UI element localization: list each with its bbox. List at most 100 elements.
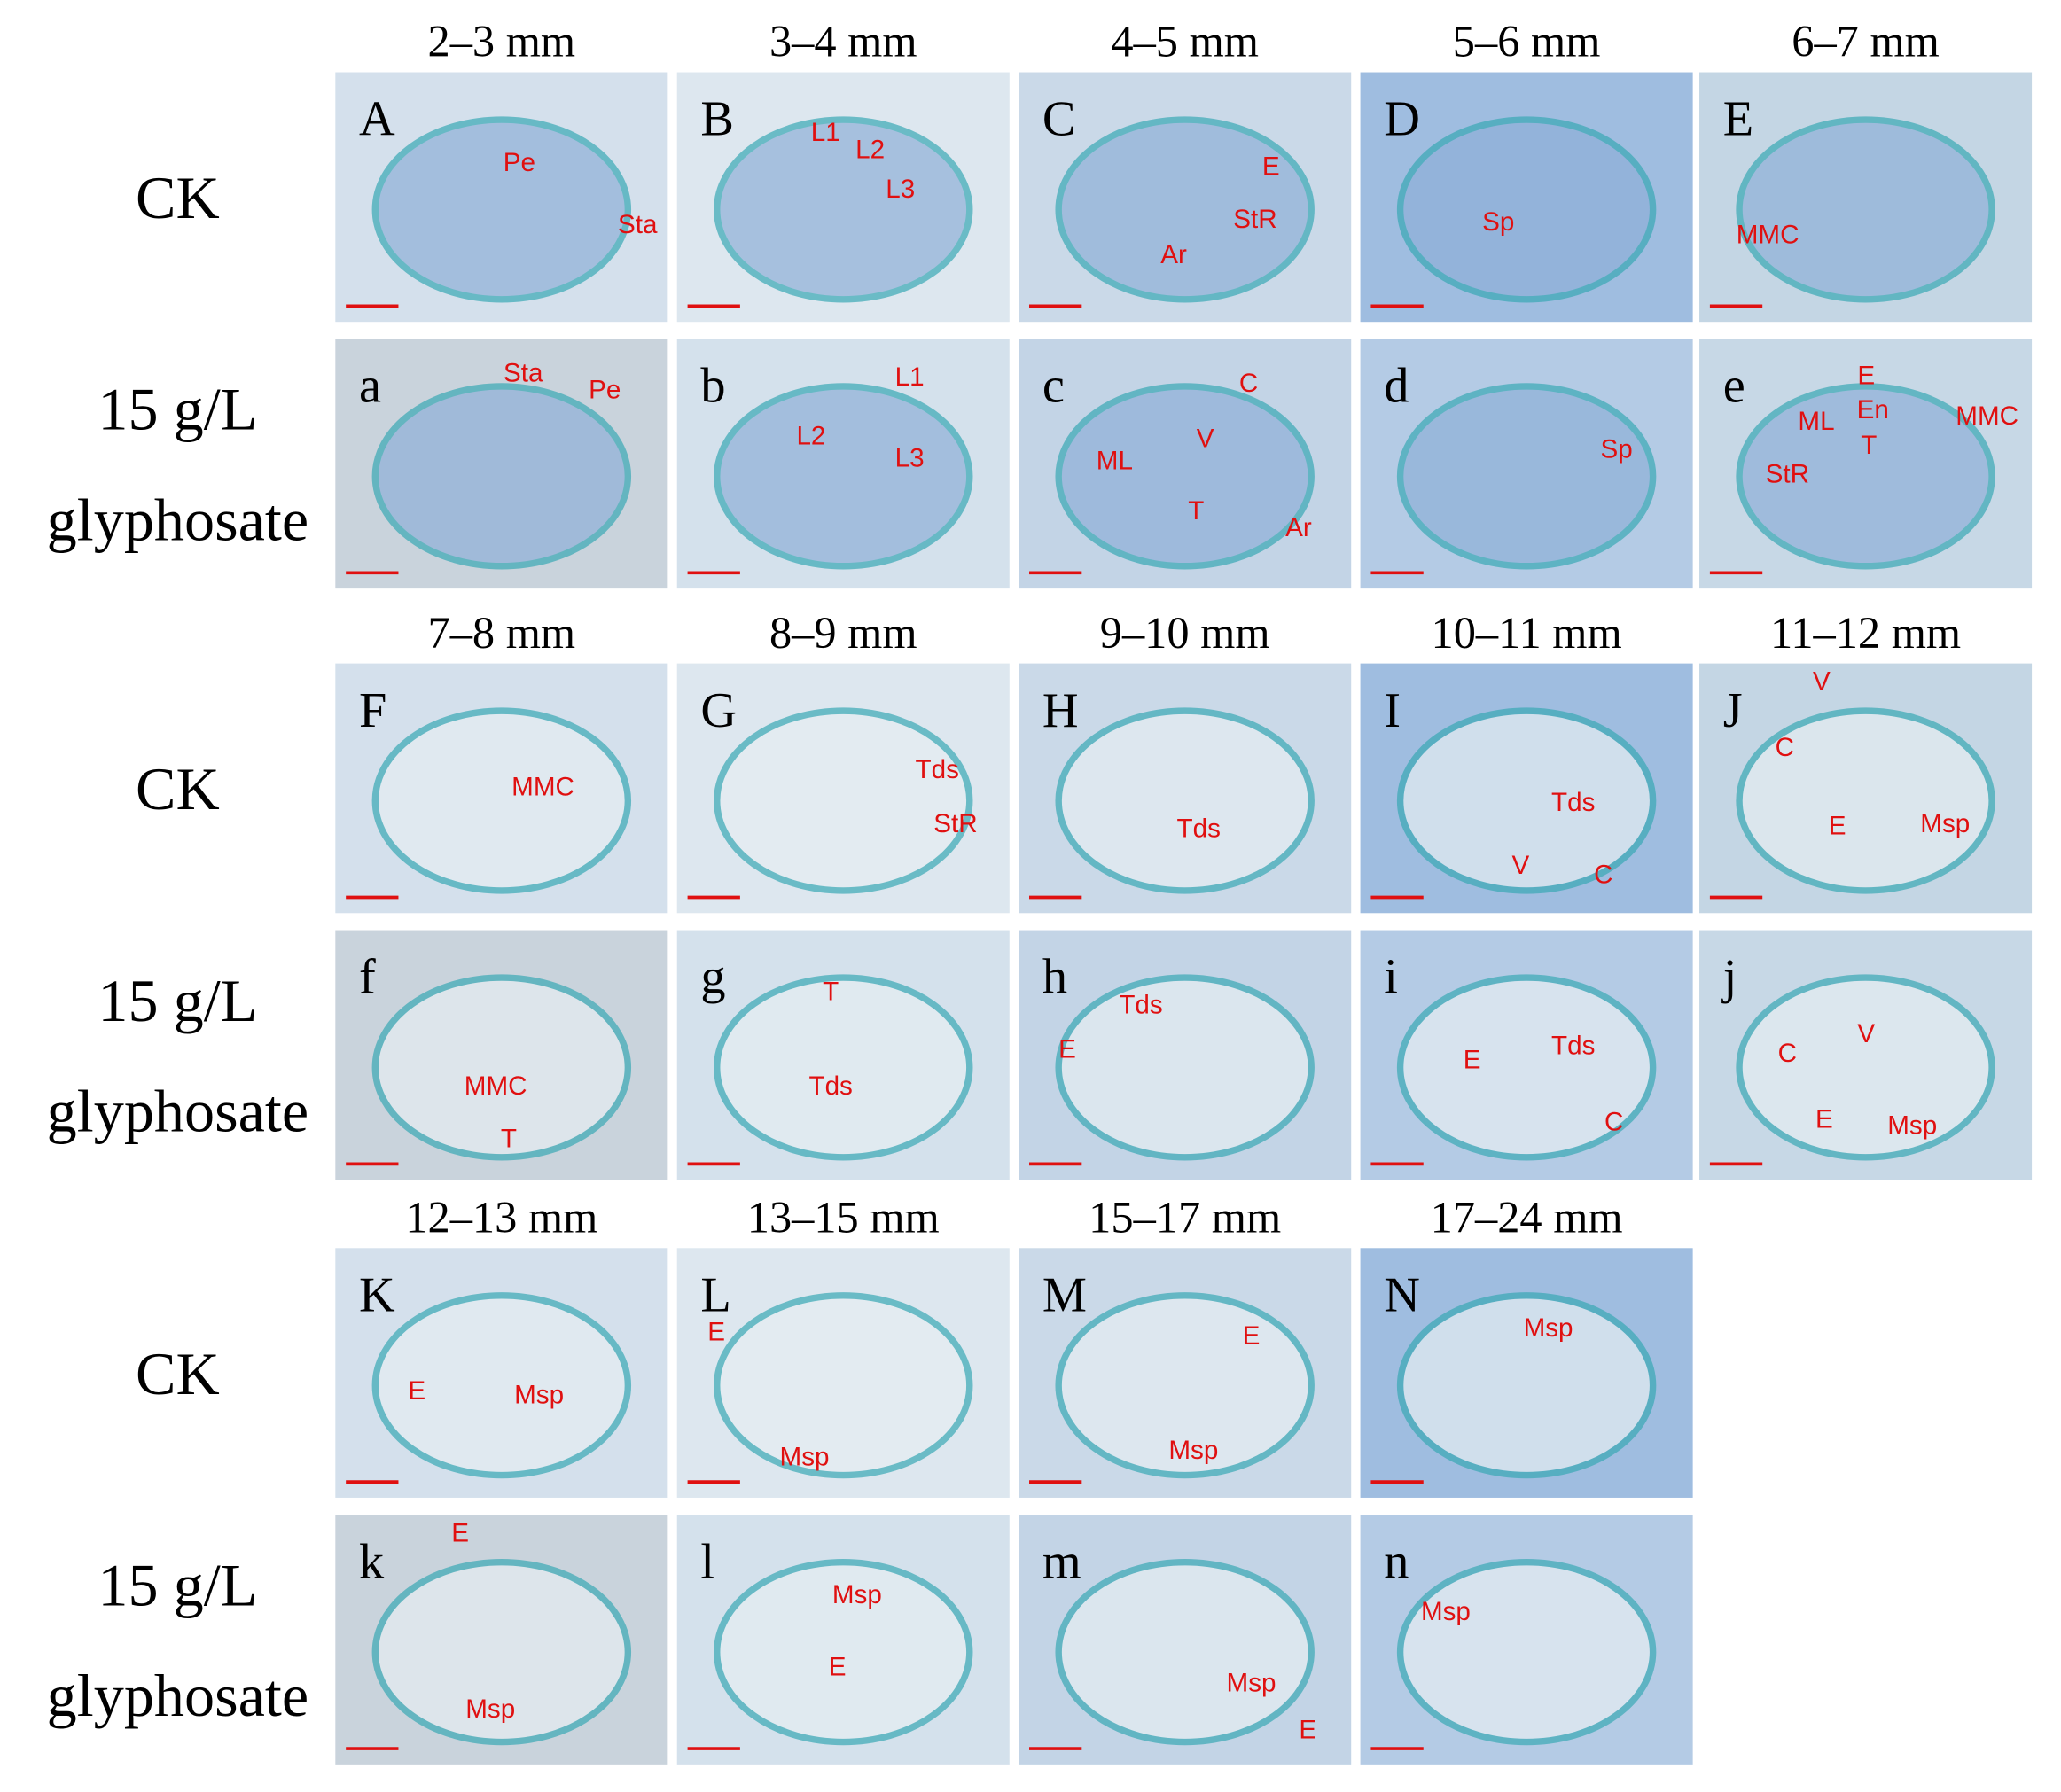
annotation: StR [933,809,977,838]
column-header: 4–5 mm [1111,17,1259,66]
column-header: 13–15 mm [747,1192,940,1242]
tissue [714,974,973,1161]
tissue [1736,383,1995,570]
micrograph-panel: I Tds V C [1360,663,1693,914]
annotation: MMC [1956,401,2018,431]
panel-letter: d [1384,359,1409,414]
annotation: Sp [1482,207,1514,237]
tissue [1055,1559,1315,1746]
micrograph-panel: K E Msp [335,1248,668,1498]
micrograph-panel: D Sp [1360,72,1693,323]
annotation: Msp [1421,1597,1471,1626]
annotation: Msp [832,1580,882,1609]
tissue [1396,1559,1657,1746]
annotation: C [1594,861,1612,890]
micrograph-panel: k E Msp [335,1515,668,1765]
tissue [1055,974,1315,1161]
micrograph-panel: A Pe Sta [335,72,668,323]
panel-letter: a [359,359,381,414]
annotation: V [1197,424,1214,453]
annotation: Pe [589,376,621,405]
annotation: Tds [1119,990,1162,1019]
panel-letter: b [700,359,725,414]
annotation: Msp [465,1695,515,1724]
panel-letter: g [700,950,725,1005]
tissue [1396,383,1657,570]
column-header: 6–7 mm [1792,17,1940,66]
tissue [714,116,973,303]
tissue [1396,1292,1657,1479]
panel-letter: e [1723,359,1745,414]
annotation: MMC [465,1071,527,1101]
micrograph-panel: i Tds E C [1360,930,1693,1180]
micrograph-panel: c CV ML T Ar [1019,339,1352,589]
annotation: E [1464,1046,1481,1075]
annotation: T [501,1125,517,1154]
annotation: C [1778,1039,1797,1068]
annotation: Msp [514,1381,564,1410]
micrograph-panel: H Tds [1019,663,1352,914]
tissue [1396,116,1657,303]
annotation: Msp [1168,1436,1218,1465]
micrograph-panel: N Msp [1360,1248,1693,1498]
annotation: L2 [855,135,885,164]
annotation: Sp [1601,434,1633,464]
panel-letter: F [359,683,386,738]
annotation: Pe [504,148,535,177]
panel-letter: n [1384,1534,1409,1589]
tissue [1396,974,1657,1161]
column-header: 17–24 mm [1431,1192,1623,1242]
annotation: L3 [886,175,915,204]
panel-letter: k [359,1534,385,1589]
column-header: 11–12 mm [1770,608,1961,658]
panel-letter: l [700,1534,714,1589]
row-label: glyphosate [47,486,308,553]
row-label: glyphosate [47,1077,308,1144]
tissue [1736,116,1995,303]
panel-letter: m [1042,1534,1081,1589]
column-header: 2–3 mm [428,17,576,66]
annotation: Msp [1227,1668,1276,1697]
annotation: L1 [811,118,840,147]
annotation: Tds [1551,1031,1595,1060]
row-label: 15 g/L [98,967,257,1034]
row-label: CK [136,164,220,231]
column-header: 10–11 mm [1432,608,1622,658]
micrograph-panel: e E En ML T MMC StR [1699,339,2033,589]
annotation: Sta [618,210,658,239]
micrograph-panel: b L1 L2 L3 [676,339,1010,589]
panel-letter: M [1042,1267,1087,1322]
annotation: Msp [1524,1313,1573,1343]
micrograph-panel: m Msp E [1019,1515,1352,1765]
annotation: T [823,978,839,1007]
panel-letter: A [359,92,395,147]
annotation: Sta [504,358,543,387]
panel-letter: C [1042,92,1076,147]
tissue [371,116,632,303]
tissue [371,1559,632,1746]
annotation: StR [1766,459,1809,488]
micrograph-panel: F MMC [335,663,668,914]
tissue [1055,116,1315,303]
panel-letter: B [700,92,734,147]
micrograph-panel: h Tds E [1019,930,1352,1180]
annotation: V [1512,851,1530,880]
micrograph-panel: M E Msp [1019,1248,1352,1498]
annotation: E [1243,1321,1261,1351]
row-label: 15 g/L [98,1551,257,1618]
annotation: L3 [895,444,925,473]
micrograph-panel: C E StR Ar [1019,72,1352,323]
annotation: ML [1097,447,1133,476]
tissue [1736,974,1995,1161]
panel-letter: c [1042,359,1065,414]
tissue [371,707,632,894]
annotation: E [451,1518,469,1547]
micrograph-panel: n Msp [1360,1515,1693,1765]
micrograph-panel: LE Msp [676,1248,1010,1498]
annotation: V [1857,1019,1875,1048]
panel-letter: L [700,1267,730,1322]
column-header: 15–17 mm [1089,1192,1281,1242]
annotation: Ar [1160,240,1187,269]
annotation: Msp [1920,809,1970,838]
